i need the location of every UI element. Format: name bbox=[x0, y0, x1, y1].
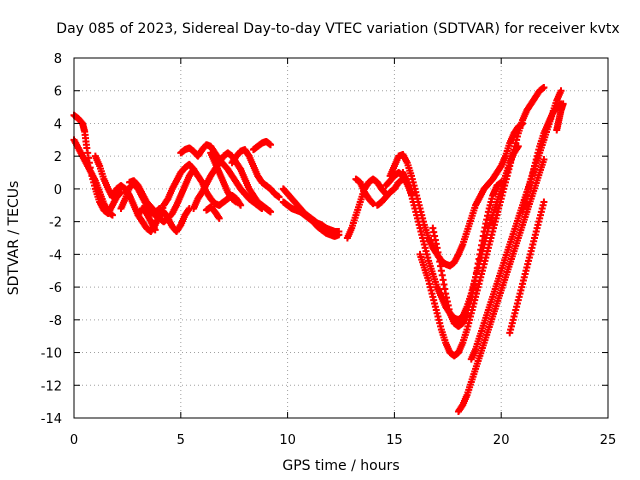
series-23 bbox=[279, 198, 343, 240]
x-tick-label: 25 bbox=[600, 433, 617, 448]
chart-title: Day 085 of 2023, Sidereal Day-to-day VTE… bbox=[56, 21, 619, 37]
y-tick-label: 2 bbox=[54, 150, 62, 165]
x-tick-label: 5 bbox=[177, 433, 185, 448]
series-31 bbox=[416, 83, 548, 360]
data-point bbox=[215, 214, 223, 222]
data-point bbox=[335, 231, 343, 239]
series-20 bbox=[249, 137, 275, 154]
data-point bbox=[559, 100, 567, 108]
series-24 bbox=[343, 175, 390, 242]
x-axis-label: GPS time / hours bbox=[282, 458, 399, 474]
data-point bbox=[237, 201, 245, 209]
y-tick-label: 0 bbox=[54, 183, 62, 198]
data-point bbox=[267, 141, 275, 149]
series-2 bbox=[70, 136, 116, 219]
data-point bbox=[540, 198, 548, 206]
y-tick-label: -6 bbox=[49, 281, 62, 296]
series-21 bbox=[262, 182, 283, 201]
series-29 bbox=[399, 142, 522, 324]
x-tick-label: 10 bbox=[279, 433, 296, 448]
series-3 bbox=[91, 152, 116, 201]
series-11 bbox=[177, 141, 249, 198]
data-point bbox=[117, 188, 125, 196]
y-tick-label: 4 bbox=[54, 117, 62, 132]
data-point bbox=[258, 205, 266, 213]
series-30 bbox=[429, 178, 505, 330]
series-16 bbox=[215, 191, 245, 209]
series-32 bbox=[454, 155, 548, 415]
plot-frame bbox=[73, 57, 609, 419]
series-7 bbox=[134, 205, 159, 234]
data-point bbox=[540, 83, 548, 91]
series-19 bbox=[241, 190, 266, 213]
series-36 bbox=[553, 100, 567, 134]
y-tick-label: -4 bbox=[49, 248, 62, 263]
y-tick-label: -10 bbox=[41, 347, 62, 362]
data-point bbox=[540, 155, 548, 163]
data-point bbox=[267, 208, 275, 216]
data-point bbox=[190, 165, 198, 173]
series-17 bbox=[228, 146, 270, 190]
data-point bbox=[151, 226, 159, 234]
data-point bbox=[275, 193, 283, 201]
series-10 bbox=[151, 205, 193, 235]
series-15 bbox=[202, 203, 223, 222]
y-tick-label: -8 bbox=[49, 314, 62, 329]
x-tick-label: 20 bbox=[493, 433, 510, 448]
y-tick-label: 6 bbox=[54, 85, 62, 100]
x-tick-labels: 0 5 10 15 20 25 bbox=[70, 433, 616, 448]
data-point bbox=[557, 87, 565, 95]
y-tick-label: 8 bbox=[54, 52, 62, 67]
data-point bbox=[108, 211, 116, 219]
axis-ticks bbox=[73, 57, 609, 419]
data-series bbox=[70, 83, 567, 415]
y-tick-label: -14 bbox=[41, 412, 62, 427]
y-axis-label: SDTVAR / TECUs bbox=[6, 181, 22, 296]
series-26 bbox=[373, 175, 407, 209]
x-tick-label: 0 bbox=[70, 433, 78, 448]
y-tick-label: -12 bbox=[41, 379, 62, 394]
series-34 bbox=[506, 198, 548, 337]
x-tick-label: 15 bbox=[386, 433, 403, 448]
y-tick-label: -2 bbox=[49, 216, 62, 231]
y-tick-labels: 8 6 4 2 0 -2 -4 -6 -8 -10 -12 -14 bbox=[41, 52, 62, 427]
